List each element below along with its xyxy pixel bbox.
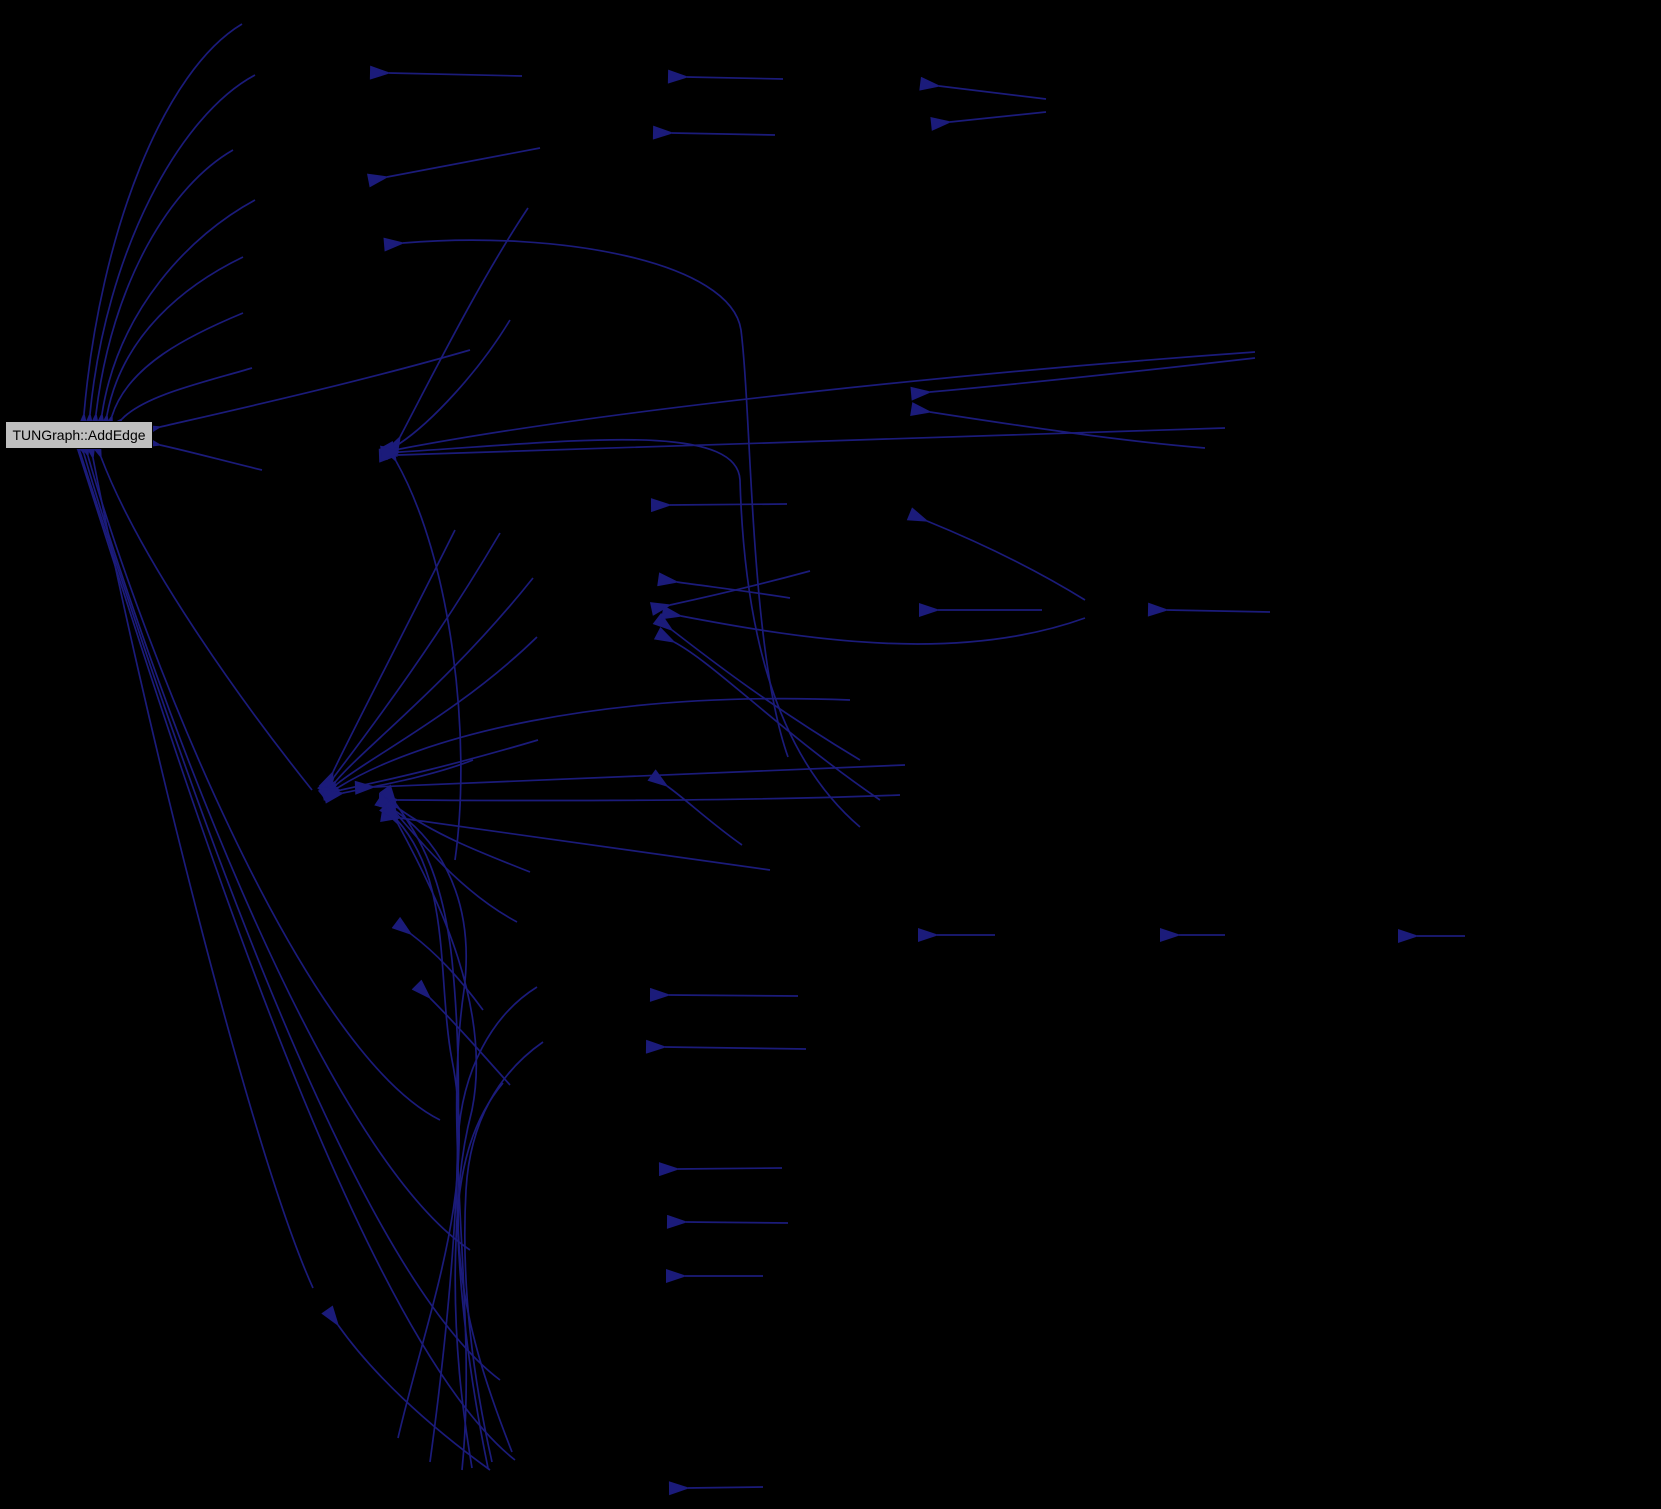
edge-curve xyxy=(382,803,513,1453)
edge-curve xyxy=(87,436,313,791)
edge-curve xyxy=(76,435,441,1121)
edge-curve xyxy=(652,125,776,140)
edge-curve xyxy=(321,1305,491,1471)
edge-curve xyxy=(463,1041,544,1463)
edge-curve xyxy=(96,256,244,435)
edge-curve xyxy=(369,65,523,80)
edge-curve xyxy=(374,793,468,1471)
edge-curve xyxy=(379,801,461,1439)
edge-curve xyxy=(378,792,901,807)
edge-curve xyxy=(67,431,501,1381)
edge-curve xyxy=(75,23,243,434)
edge-curve xyxy=(99,312,244,437)
edge-curve xyxy=(456,986,538,1469)
edge-curve xyxy=(661,605,1086,645)
edge-curve xyxy=(391,916,484,1011)
edge-curve xyxy=(910,402,1206,449)
edge-curve xyxy=(1147,602,1271,617)
edge-curve xyxy=(322,759,474,804)
edge-curve xyxy=(647,769,743,846)
edge-curve xyxy=(649,570,811,616)
edge-curve xyxy=(317,636,538,802)
edge-curve xyxy=(454,1082,504,1469)
edge-curve xyxy=(906,507,1086,601)
graph-node-tungraph-addedge[interactable]: TUNGraph::AddEdge xyxy=(5,421,153,449)
edge-curve xyxy=(139,349,471,439)
edge-curve xyxy=(139,434,263,471)
edge-curve xyxy=(318,529,456,793)
edge-curve xyxy=(380,808,771,871)
edge-curve xyxy=(380,351,1256,460)
edge-curve xyxy=(411,979,511,1086)
edge-curves xyxy=(65,23,1465,1496)
edge-curve xyxy=(910,357,1256,401)
edge-curve xyxy=(383,237,789,758)
edge-curve xyxy=(667,69,784,84)
edge-curve xyxy=(650,498,788,513)
edge-curve xyxy=(367,147,541,188)
edge-curve xyxy=(378,427,1226,463)
edge-curve xyxy=(653,626,881,801)
edge-curve xyxy=(645,1039,807,1054)
edge-curve xyxy=(379,319,511,461)
edge-curve xyxy=(657,572,791,599)
edge-curve xyxy=(103,367,253,438)
edge-curve xyxy=(666,1214,789,1229)
edge-curve xyxy=(71,433,471,1251)
edge-curve xyxy=(658,1162,783,1177)
edge-curve xyxy=(930,111,1047,131)
edge-curve xyxy=(318,577,534,800)
edge-curve xyxy=(86,149,234,434)
edge-curve xyxy=(378,791,531,873)
edge-curve xyxy=(379,784,460,1463)
edge-curve xyxy=(380,441,462,861)
edge-curve xyxy=(380,438,861,828)
edge-curve xyxy=(81,74,256,434)
edge-curve xyxy=(384,207,529,458)
edge-curve xyxy=(652,612,861,761)
edge-curve xyxy=(668,1481,764,1496)
edge-curve xyxy=(378,793,518,923)
edge-curve xyxy=(82,438,314,1289)
edge-curve xyxy=(919,76,1047,100)
edge-curve xyxy=(317,532,501,797)
edge-curve xyxy=(649,987,799,1002)
edge-curve xyxy=(92,199,256,434)
edge-curve xyxy=(354,764,906,795)
graph-node-label: TUNGraph::AddEdge xyxy=(12,427,146,443)
